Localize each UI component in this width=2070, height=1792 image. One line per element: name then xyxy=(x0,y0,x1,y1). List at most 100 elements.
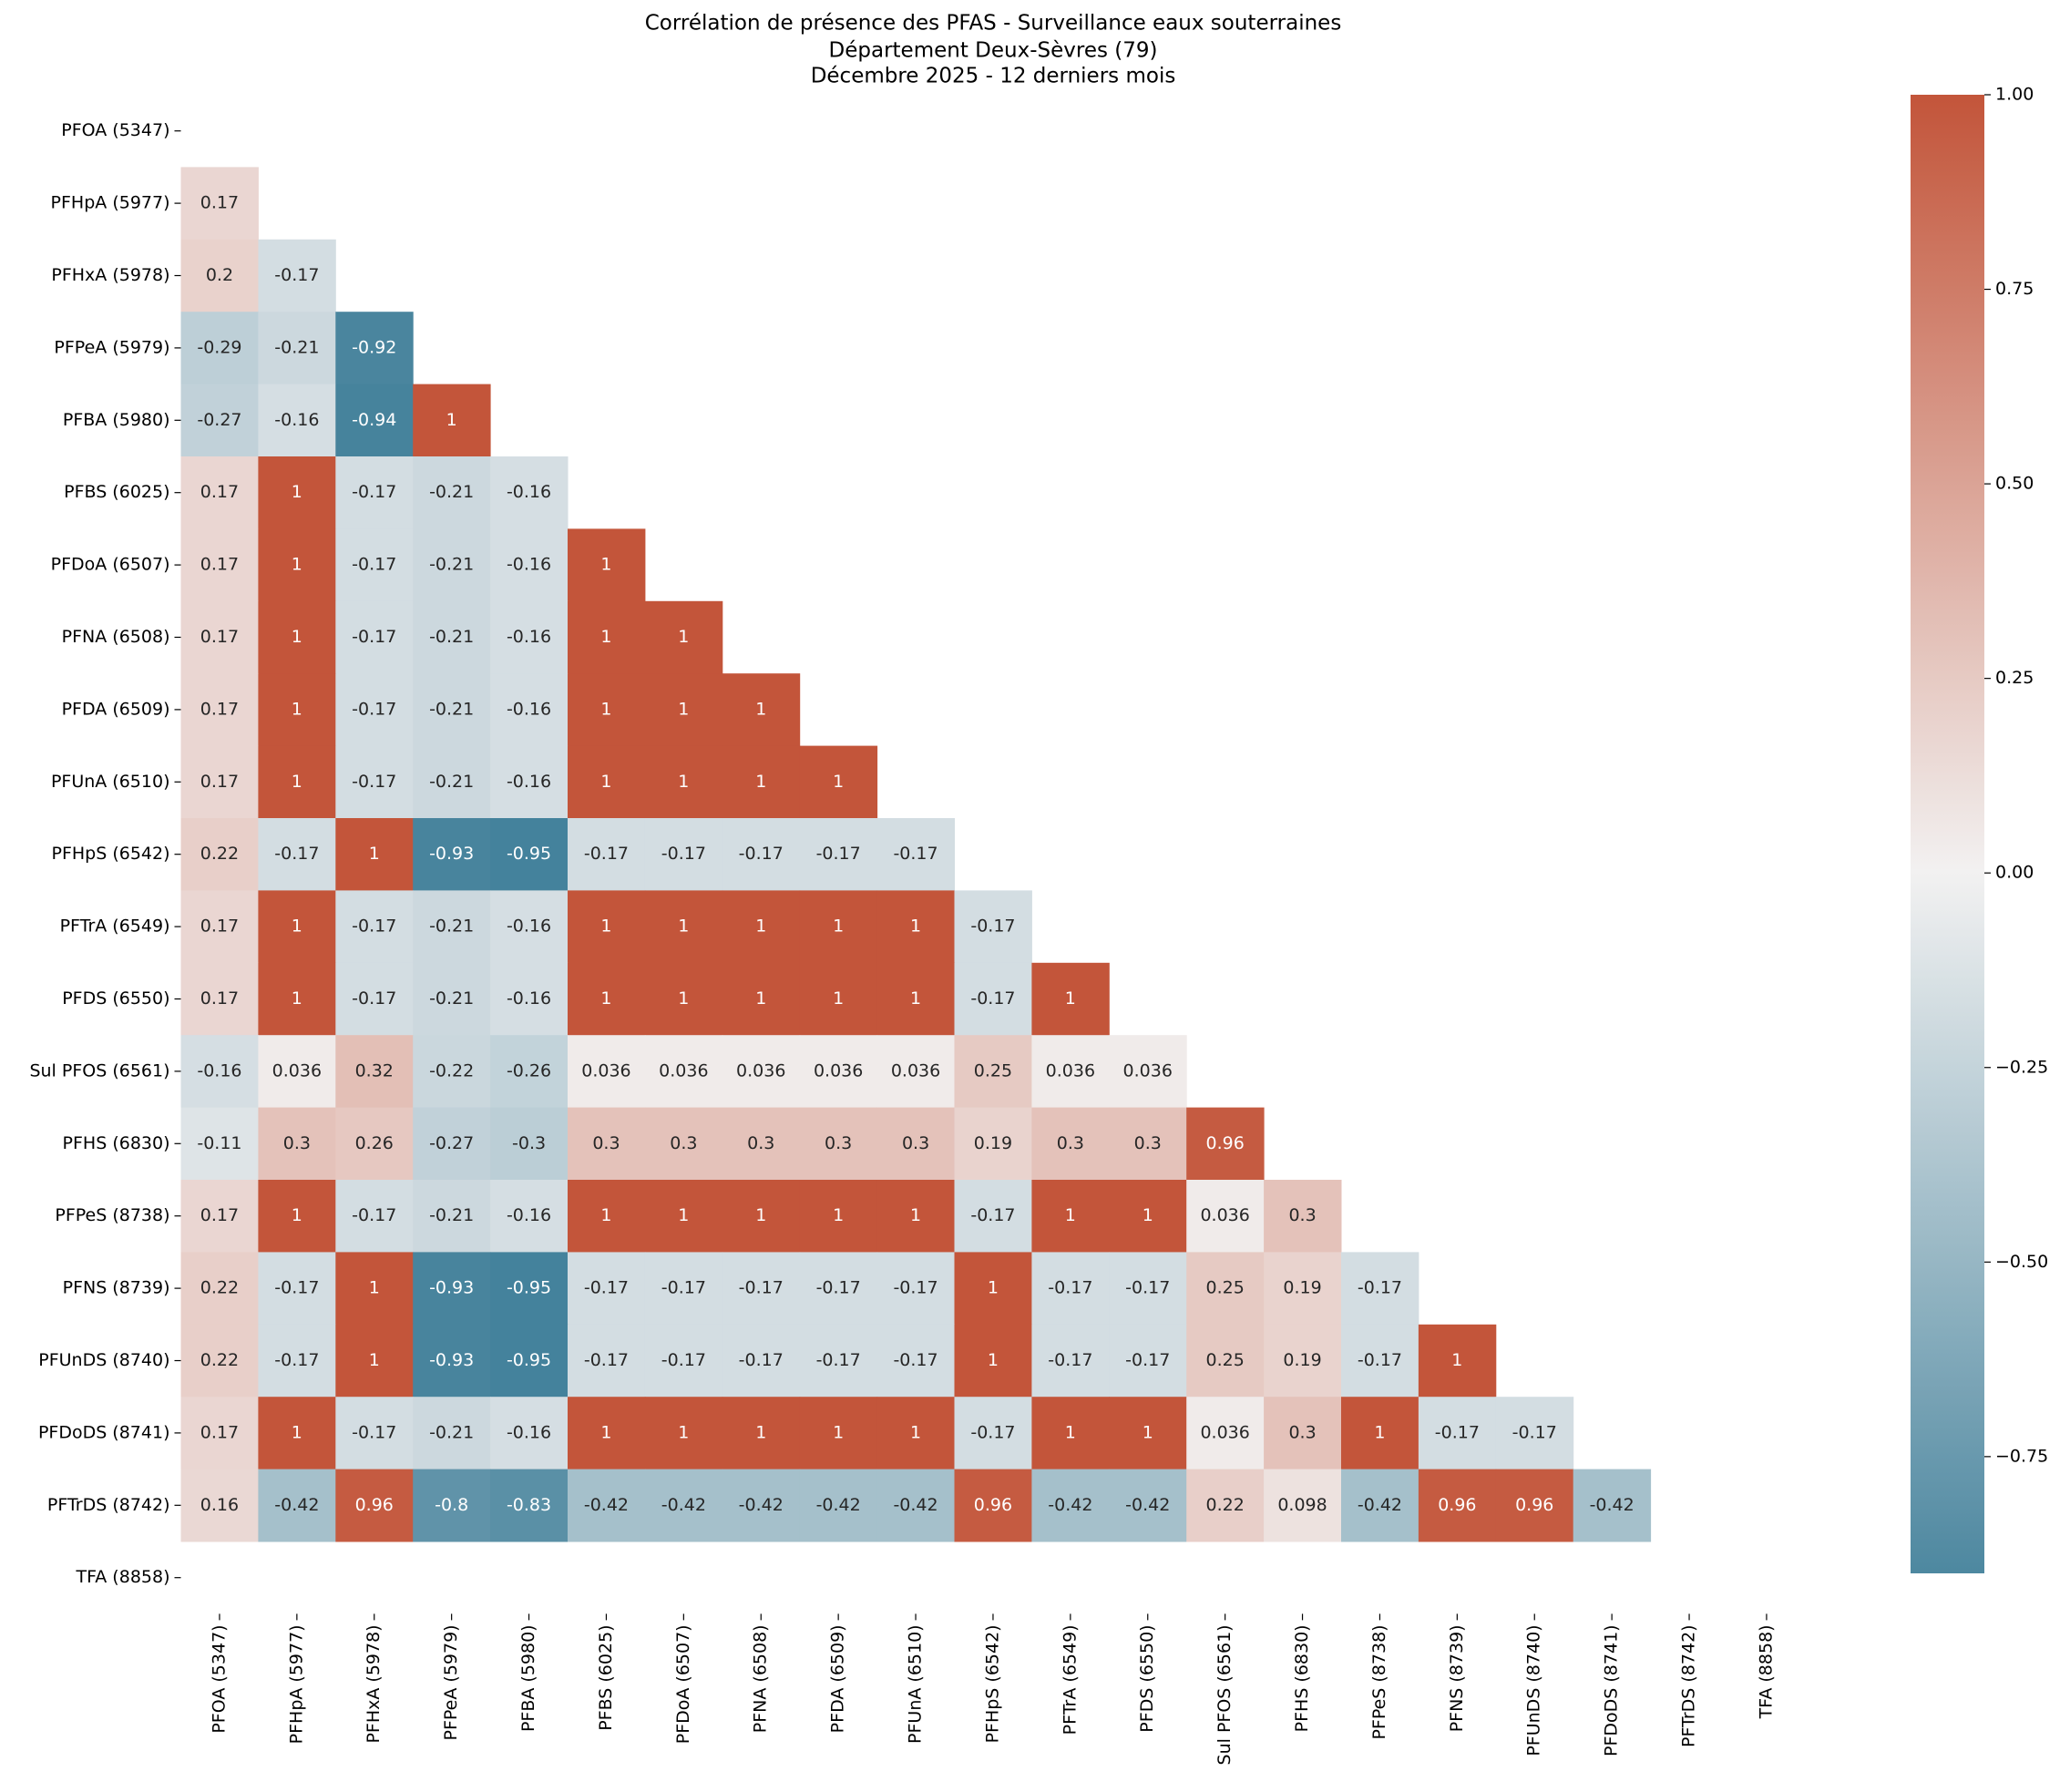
cell-label: 0.25 xyxy=(1205,1350,1244,1370)
heatmap-cell xyxy=(413,962,491,1036)
heatmap-cell xyxy=(490,1469,569,1542)
heatmap-cell xyxy=(568,673,646,747)
cell-label: -0.17 xyxy=(352,1205,396,1225)
heatmap-cell xyxy=(1341,1324,1419,1398)
cell-label: -0.42 xyxy=(816,1495,861,1515)
heatmap-cell xyxy=(644,1035,723,1109)
cell-label: -0.42 xyxy=(1590,1495,1634,1515)
cell-label: -0.21 xyxy=(429,1422,474,1442)
heatmap-cell xyxy=(722,673,801,747)
heatmap-cell xyxy=(335,528,414,602)
cell-label: 1 xyxy=(1374,1422,1385,1442)
cell-label: -0.17 xyxy=(739,1278,784,1298)
heatmap-cell xyxy=(722,745,801,819)
heatmap-cell xyxy=(876,1107,955,1181)
heatmap-cell xyxy=(335,600,414,674)
cell-label: 0.3 xyxy=(1134,1133,1162,1153)
cell-label: -0.16 xyxy=(507,555,551,575)
x-tick-label: PFBA (5980) xyxy=(518,1624,538,1732)
heatmap-cell xyxy=(1495,1397,1574,1470)
cell-label: -0.42 xyxy=(661,1495,706,1515)
heatmap-cell xyxy=(490,673,569,747)
cell-label: 0.036 xyxy=(891,1060,940,1080)
heatmap-cell xyxy=(1264,1252,1342,1326)
heatmap-cell xyxy=(180,962,259,1036)
heatmap-cell xyxy=(490,600,569,674)
colorbar-tick-label: −0.75 xyxy=(1995,1446,2048,1466)
heatmap-cell xyxy=(799,962,878,1036)
heatmap-cell xyxy=(335,890,414,964)
heatmap-cell xyxy=(1031,1469,1110,1542)
heatmap-cell xyxy=(335,818,414,891)
cell-label: 0.036 xyxy=(814,1060,863,1080)
y-tick-label: PFDS (6550) xyxy=(62,988,169,1009)
cell-label: 0.036 xyxy=(736,1060,785,1080)
heatmap-cell xyxy=(1031,1107,1110,1181)
x-tick-label: PFHpA (5977) xyxy=(286,1624,306,1744)
cell-label: -0.17 xyxy=(1125,1278,1170,1298)
cell-label: -0.17 xyxy=(1048,1350,1092,1370)
y-tick-label: PFDoA (6507) xyxy=(51,555,170,575)
cell-label: 1 xyxy=(678,1205,689,1225)
cell-label: 1 xyxy=(292,916,302,937)
heatmap-cell xyxy=(180,1180,259,1253)
cell-label: -0.17 xyxy=(739,844,784,864)
cell-label: -0.17 xyxy=(661,1278,706,1298)
y-tick-label: TFA (8858) xyxy=(75,1567,169,1587)
cell-label: 1 xyxy=(600,699,611,719)
heatmap-cell xyxy=(258,1397,336,1470)
y-tick-label: PFPeA (5979) xyxy=(54,337,169,357)
cell-label: 0.3 xyxy=(670,1133,697,1153)
cell-label: 1 xyxy=(678,1422,689,1442)
heatmap-cell xyxy=(1109,1107,1187,1181)
heatmap-cell xyxy=(1186,1107,1265,1181)
cell-label: 1 xyxy=(833,1205,844,1225)
colorbar xyxy=(1911,95,1984,1573)
cell-label: -0.42 xyxy=(739,1495,784,1515)
cell-label: 1 xyxy=(292,1205,302,1225)
heatmap-cell xyxy=(258,600,336,674)
heatmap-cell xyxy=(1031,1180,1110,1253)
cell-label: 0.96 xyxy=(1438,1495,1476,1515)
cell-label: -0.21 xyxy=(429,699,474,719)
cell-label: 1 xyxy=(833,1422,844,1442)
cell-label: 0.96 xyxy=(355,1495,394,1515)
heatmap-cell xyxy=(180,528,259,602)
heatmap-cell xyxy=(180,384,259,457)
cell-label: 1 xyxy=(910,1205,921,1225)
x-tick-label: PFNS (8739) xyxy=(1447,1624,1467,1732)
heatmap-cell xyxy=(335,1469,414,1542)
cell-label: -0.17 xyxy=(970,916,1015,937)
y-tick-label: PFHpS (6542) xyxy=(51,844,169,864)
x-tick-label: PFUnDS (8740) xyxy=(1524,1624,1544,1756)
cell-label: 0.17 xyxy=(200,555,239,575)
heatmap-cell xyxy=(180,1397,259,1470)
cell-label: 1 xyxy=(292,699,302,719)
heatmap-cell xyxy=(258,1469,336,1542)
heatmap-cell xyxy=(1264,1324,1342,1398)
heatmap-cell xyxy=(722,1035,801,1109)
heatmap-cell xyxy=(180,456,259,529)
cell-label: 1 xyxy=(292,1422,302,1442)
cell-label: 1 xyxy=(600,555,611,575)
cell-label: 1 xyxy=(755,916,766,937)
heatmap-cell xyxy=(722,962,801,1036)
heatmap-cell xyxy=(335,1324,414,1398)
cell-label: -0.29 xyxy=(197,337,241,357)
heatmap-cell xyxy=(1264,1180,1342,1253)
heatmap-cell xyxy=(722,1469,801,1542)
heatmap-cell xyxy=(568,1324,646,1398)
cell-label: 1 xyxy=(1451,1350,1462,1370)
cell-label: 1 xyxy=(600,1205,611,1225)
heatmap-cell xyxy=(180,1107,259,1181)
cell-label: 1 xyxy=(755,988,766,1009)
y-tick-label: PFBS (6025) xyxy=(64,482,169,502)
cell-label: 1 xyxy=(755,699,766,719)
cell-label: -0.17 xyxy=(816,844,861,864)
cell-label: -0.16 xyxy=(197,1060,241,1080)
cell-label: 0.17 xyxy=(200,1205,239,1225)
heatmap-cell xyxy=(644,600,723,674)
heatmap-cell xyxy=(180,1324,259,1398)
heatmap-cell xyxy=(568,600,646,674)
